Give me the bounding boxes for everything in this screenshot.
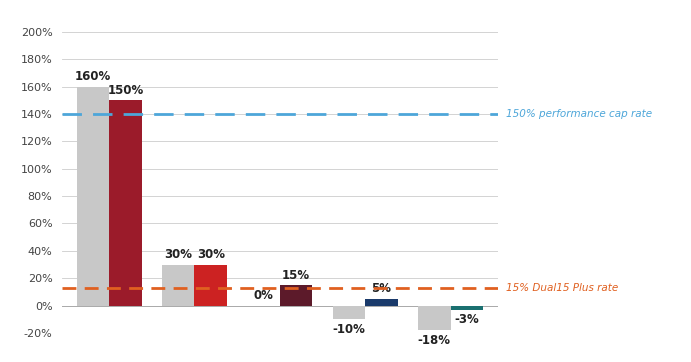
Text: 150% performance cap rate: 150% performance cap rate [507, 109, 652, 119]
Text: 15%: 15% [282, 269, 310, 282]
Text: 0%: 0% [254, 289, 274, 302]
Text: 15% Dual15 Plus rate: 15% Dual15 Plus rate [507, 283, 618, 293]
Text: 150%: 150% [107, 84, 144, 97]
Text: -3%: -3% [455, 313, 479, 326]
Bar [366, 299, 397, 306]
Text: 5%: 5% [372, 282, 391, 295]
Text: -18%: -18% [418, 334, 451, 347]
Text: 160%: 160% [75, 70, 111, 83]
Text: -10%: -10% [332, 323, 366, 336]
Bar [333, 306, 366, 319]
Bar [451, 306, 483, 310]
Bar [162, 265, 194, 306]
Bar [280, 285, 312, 306]
Text: 30%: 30% [197, 248, 225, 261]
Bar [109, 100, 142, 306]
Bar [194, 265, 227, 306]
Bar [77, 87, 109, 306]
Bar [418, 306, 451, 330]
Text: 30%: 30% [164, 248, 192, 261]
